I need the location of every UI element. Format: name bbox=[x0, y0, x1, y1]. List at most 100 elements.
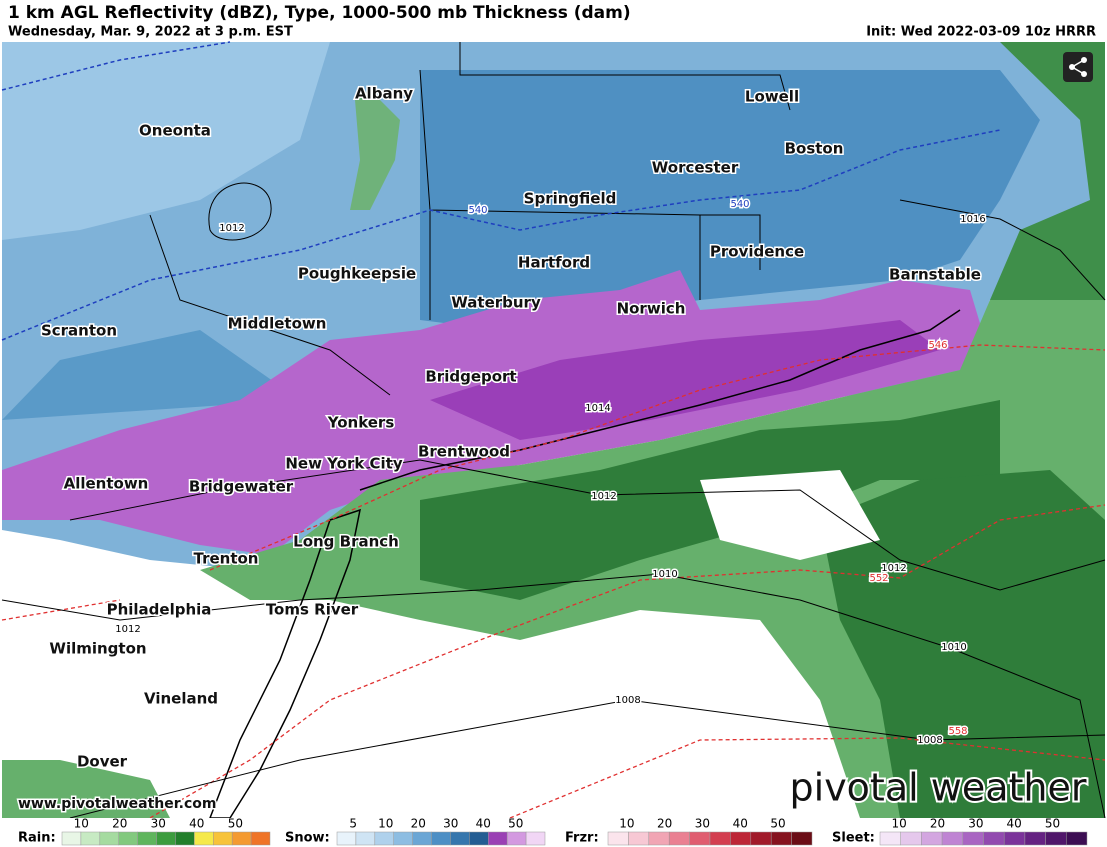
legend-swatch bbox=[374, 831, 394, 846]
legend-swatch bbox=[689, 831, 711, 846]
legend-swatch bbox=[80, 831, 101, 846]
city-label: Lowell bbox=[745, 88, 799, 106]
legend-swatch bbox=[156, 831, 176, 846]
city-label: Boston bbox=[785, 140, 844, 158]
city-label: Albany bbox=[355, 85, 413, 103]
legend-swatch bbox=[791, 831, 813, 846]
legend-swatch bbox=[336, 831, 357, 846]
pressure-label: 1016 bbox=[960, 214, 985, 225]
share-button[interactable] bbox=[1063, 52, 1093, 82]
city-label: Worcester bbox=[652, 159, 739, 177]
legend-swatch bbox=[628, 831, 650, 846]
city-label: Brentwood bbox=[418, 443, 510, 461]
pressure-label: 1012 bbox=[219, 223, 244, 234]
legend-swatch bbox=[450, 831, 470, 846]
city-label: Norwich bbox=[617, 300, 686, 318]
pressure-label: 1012 bbox=[881, 563, 906, 574]
city-label: Waterbury bbox=[451, 294, 541, 312]
pressure-label: 1012 bbox=[591, 491, 616, 502]
legend-swatch bbox=[879, 831, 901, 846]
city-label: Philadelphia bbox=[107, 601, 212, 619]
thickness-label: 552 bbox=[869, 573, 888, 584]
legend-swatch bbox=[355, 831, 376, 846]
legend-swatch bbox=[525, 831, 546, 846]
legend-tick: 30 bbox=[968, 817, 983, 831]
legend-tick: 20 bbox=[657, 817, 672, 831]
legend-label: Frzr: bbox=[565, 831, 599, 846]
legend-swatch bbox=[730, 831, 752, 846]
legend-swatch bbox=[941, 831, 964, 846]
city-label: Dover bbox=[77, 753, 128, 771]
watermark: pivotal weather bbox=[790, 766, 1087, 810]
legend-tick: 40 bbox=[733, 817, 748, 831]
legend-tick: 50 bbox=[1045, 817, 1060, 831]
map-area bbox=[1, 41, 1106, 819]
legend-swatch bbox=[412, 831, 432, 846]
legend-swatch bbox=[668, 831, 690, 846]
city-label: Toms River bbox=[266, 601, 359, 619]
legend-tick: 30 bbox=[443, 817, 458, 831]
legend-swatch bbox=[962, 831, 984, 846]
legend-swatch bbox=[1045, 831, 1067, 846]
legend-swatch bbox=[194, 831, 214, 846]
legend-tick: 50 bbox=[770, 817, 785, 831]
legend-label: Snow: bbox=[285, 831, 330, 846]
city-label: New York City bbox=[285, 455, 403, 473]
city-label: Wilmington bbox=[49, 640, 146, 658]
legend-tick: 40 bbox=[189, 817, 204, 831]
legend-tick: 30 bbox=[695, 817, 710, 831]
legend-swatch bbox=[213, 831, 233, 846]
legend-swatch bbox=[709, 831, 731, 846]
pressure-label: 1010 bbox=[652, 569, 677, 580]
legend-swatch bbox=[175, 831, 195, 846]
city-label: Bridgeport bbox=[425, 368, 516, 386]
legend-swatch bbox=[770, 831, 792, 846]
city-label: Poughkeepsie bbox=[298, 265, 416, 283]
legend-label: Sleet: bbox=[832, 831, 875, 846]
pressure-label: 1014 bbox=[585, 403, 610, 414]
legend-tick: 10 bbox=[619, 817, 634, 831]
legend-swatch bbox=[393, 831, 413, 846]
legend-swatch bbox=[231, 831, 252, 846]
subtitle: Wednesday, Mar. 9, 2022 at 3 p.m. EST bbox=[8, 25, 293, 40]
pressure-label: 1010 bbox=[941, 642, 966, 653]
legend-swatch bbox=[921, 831, 943, 846]
init-time: Init: Wed 2022-03-09 10z HRRR bbox=[866, 25, 1096, 40]
legend-swatch bbox=[469, 831, 489, 846]
city-label: Hartford bbox=[518, 254, 590, 272]
legend-swatch bbox=[1024, 831, 1046, 846]
legend-swatch bbox=[1003, 831, 1026, 846]
city-label: Bridgewater bbox=[189, 478, 294, 496]
legend-tick: 40 bbox=[1007, 817, 1022, 831]
thickness-label: 540 bbox=[730, 199, 749, 210]
thickness-label: 546 bbox=[928, 340, 947, 351]
city-label: Oneonta bbox=[139, 122, 211, 140]
city-label: Trenton bbox=[194, 550, 259, 568]
city-label: Barnstable bbox=[889, 266, 981, 284]
thickness-label: 558 bbox=[948, 726, 967, 737]
pressure-label: 1008 bbox=[917, 735, 942, 746]
legend-swatch bbox=[750, 831, 772, 846]
legend-swatch bbox=[983, 831, 1005, 846]
city-label: Allentown bbox=[64, 475, 149, 493]
city-label: Springfield bbox=[524, 190, 617, 208]
legend-tick: 50 bbox=[228, 817, 243, 831]
pressure-label: 1008 bbox=[615, 695, 640, 706]
legend-swatch bbox=[488, 831, 508, 846]
legend-swatch bbox=[431, 831, 451, 846]
legend-tick: 40 bbox=[476, 817, 491, 831]
legend-swatch bbox=[506, 831, 527, 846]
legend-tick: 10 bbox=[892, 817, 907, 831]
legend-swatch bbox=[250, 831, 271, 846]
pressure-label: 1012 bbox=[115, 624, 140, 635]
legend-tick: 50 bbox=[508, 817, 523, 831]
city-label: Yonkers bbox=[327, 414, 395, 432]
city-label: Scranton bbox=[41, 322, 117, 340]
legend-tick: 20 bbox=[411, 817, 426, 831]
legend-tick: 20 bbox=[930, 817, 945, 831]
legend-tick: 10 bbox=[74, 817, 89, 831]
legend-label: Rain: bbox=[18, 831, 56, 846]
legend-tick: 10 bbox=[378, 817, 393, 831]
